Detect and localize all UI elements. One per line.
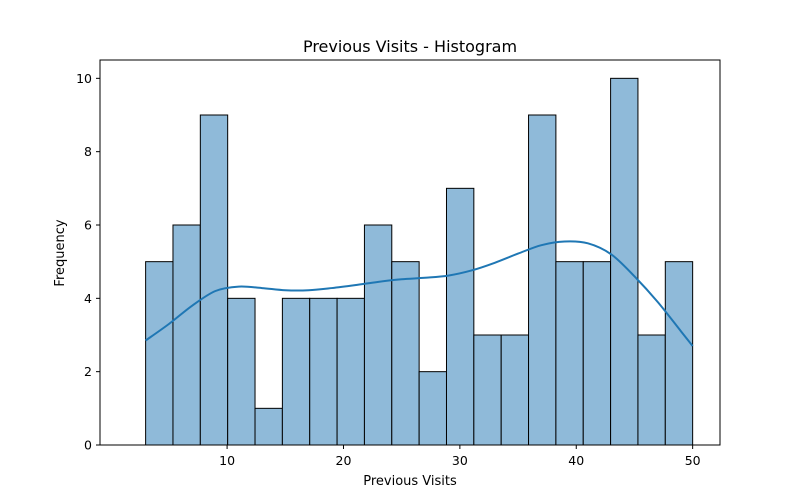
histogram-bar [309,297,338,446]
x-tick-label: 50 [685,453,701,468]
histogram-bar [528,114,557,446]
y-axis-label: Frequency [53,219,68,286]
histogram-bar [145,261,174,446]
kde-line [145,240,694,347]
y-axis-ticks: 0 2 4 6 8 10 [76,71,100,453]
histogram-bar [664,261,694,446]
y-tick-label: 8 [84,144,92,159]
histogram-bar [445,187,475,446]
histogram-bar [391,261,420,446]
x-axis-ticks: 10 20 30 40 50 [219,445,701,468]
x-axis-label: Previous Visits [363,474,457,489]
histogram-bar [336,297,365,446]
bars-group [145,77,694,446]
histogram-bar [555,261,584,446]
histogram-bar [281,297,311,446]
histogram-bar [582,261,612,446]
chart-title: Previous Visits - Histogram [303,37,517,56]
x-tick-label: 20 [336,453,352,468]
y-tick-label: 0 [84,438,92,453]
plot-frame [99,59,721,446]
histogram-bar [363,224,393,446]
histogram-bar [254,407,283,446]
x-tick-label: 40 [568,453,584,468]
x-tick-label: 30 [452,453,468,468]
histogram-bar [418,371,447,446]
histogram-bar [610,77,639,446]
y-tick-label: 2 [84,364,92,379]
y-tick-label: 4 [84,291,92,306]
histogram-bar [473,334,502,446]
histogram-bar [172,224,201,446]
histogram-bar [637,334,666,446]
x-tick-label: 10 [219,453,235,468]
histogram-bar [199,114,229,446]
histogram-bar [227,297,256,446]
y-tick-label: 10 [76,71,92,86]
histogram-bar [500,334,530,446]
y-tick-label: 6 [84,218,92,233]
